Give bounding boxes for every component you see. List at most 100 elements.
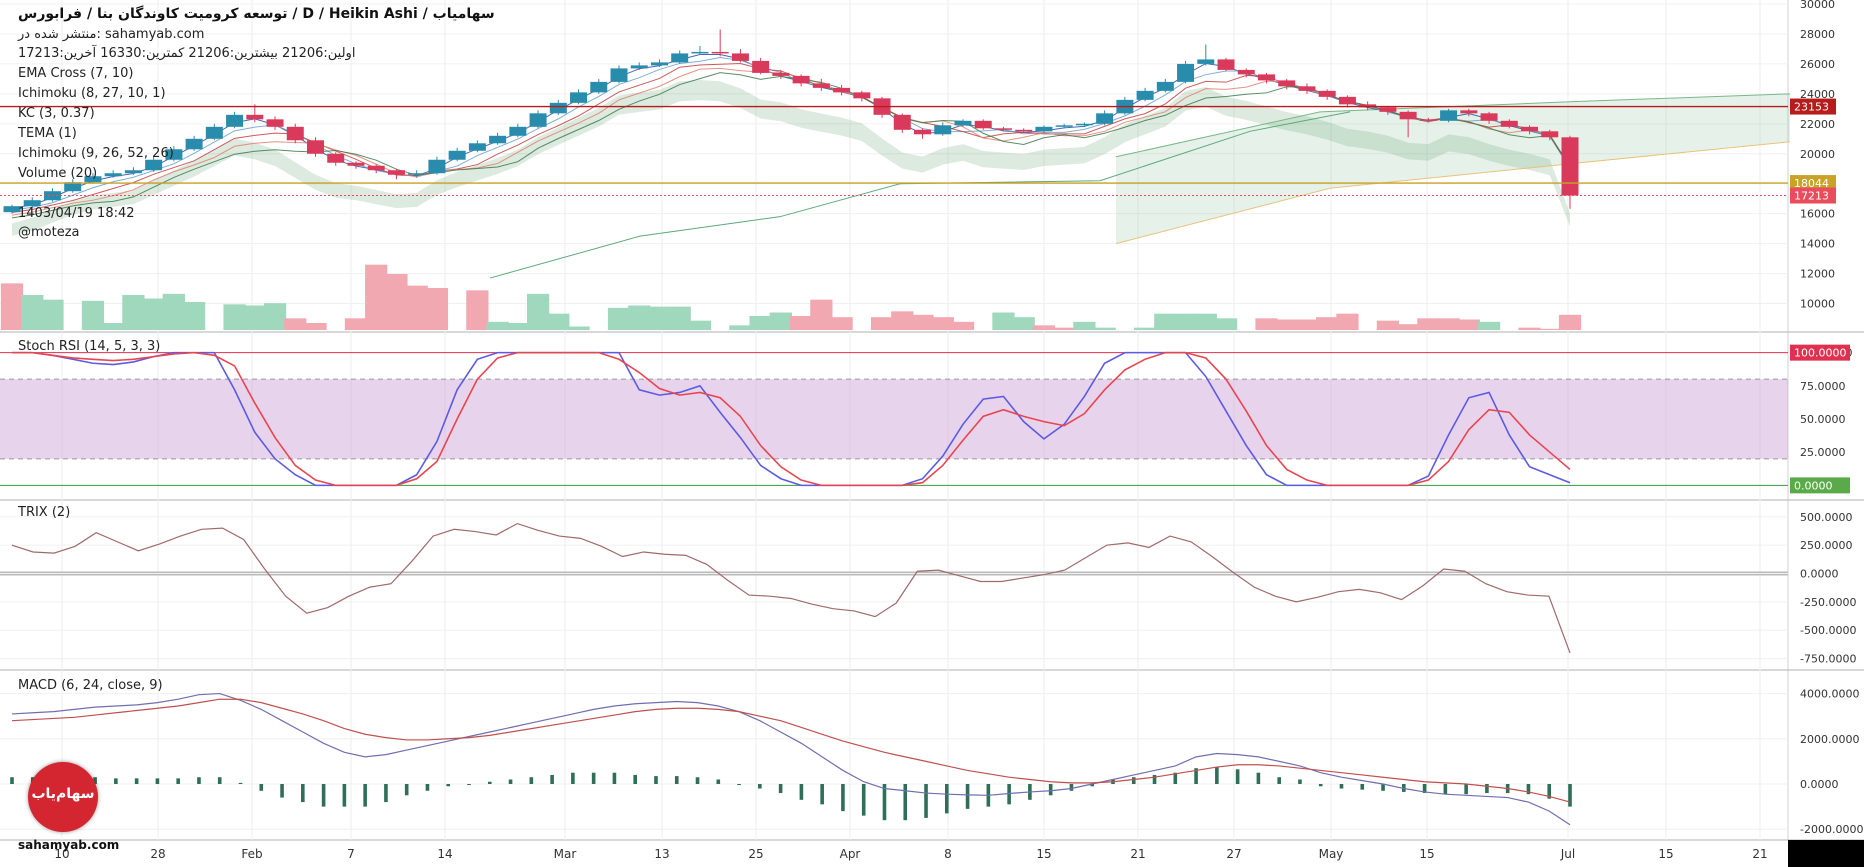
candle-body [1419, 119, 1437, 121]
macd-histogram-bar [1443, 784, 1448, 795]
price-tick-label: 22000 [1800, 118, 1835, 131]
candle-body [448, 150, 466, 160]
x-tick-label: 15 [1419, 847, 1434, 861]
macd-tick-label: -2000.0000 [1800, 823, 1863, 836]
candle-body [731, 53, 749, 61]
x-tick-label: 21 [1130, 847, 1145, 861]
trix-tick-label: -500.0000 [1800, 624, 1856, 637]
macd-histogram-bar [820, 784, 824, 805]
candle-body [1257, 74, 1275, 81]
candle-body [1136, 90, 1154, 100]
macd-histogram-bar [654, 776, 658, 784]
trix-title[interactable]: TRIX (2) [18, 505, 71, 520]
macd-histogram-bar [924, 784, 928, 818]
macd-histogram-bar [1339, 784, 1344, 789]
candle-body [246, 114, 264, 120]
volume-bar [223, 304, 246, 330]
x-tick-label: 14 [437, 847, 452, 861]
macd-histogram-bar [633, 774, 637, 784]
sahamyab-logo[interactable]: سهام‌یاب [28, 762, 98, 832]
macd-histogram-bar [134, 778, 139, 784]
x-tick-label: Mar [554, 847, 577, 861]
candle-body [1359, 104, 1377, 108]
logo-text: سهام‌یاب [31, 786, 95, 802]
indicator-tema[interactable]: TEMA (1) [18, 126, 77, 141]
macd-histogram-bar [1277, 777, 1281, 784]
candle-body [974, 120, 992, 129]
candle-body [792, 75, 810, 84]
macd-histogram-bar [861, 784, 866, 816]
candle-body [64, 182, 82, 192]
stoch-tick-label: 25.0000 [1800, 446, 1846, 459]
volume-bar [284, 318, 307, 330]
volume-bar [1275, 319, 1298, 330]
candle-body [1440, 110, 1458, 121]
site-footer[interactable]: sahamyab.com [18, 838, 120, 852]
volume-bar [526, 293, 550, 330]
x-tick-label: 15 [1658, 847, 1673, 861]
price-tick-label: 26000 [1800, 58, 1835, 71]
candle-body [1521, 126, 1539, 132]
stoch-tick-label: 50.0000 [1800, 413, 1846, 426]
indicator-ema-cross[interactable]: EMA Cross (7, 10) [18, 66, 134, 81]
candle-body [994, 128, 1012, 130]
macd-histogram-bar [446, 784, 451, 787]
macd-histogram-bar [674, 776, 679, 784]
indicator-volume[interactable]: Volume (20) [18, 166, 98, 181]
indicator-ichimoku-long[interactable]: Ichimoku (9, 26, 52, 26) [18, 146, 174, 161]
volume-bar [729, 325, 752, 330]
volume-bar [1518, 327, 1541, 330]
candle-body [23, 200, 41, 207]
candle-body [1480, 113, 1498, 121]
candle-body [711, 51, 729, 54]
stoch-value-box [1790, 344, 1850, 361]
candle-body [914, 129, 932, 135]
volume-bar [102, 323, 125, 330]
candle-body [1561, 137, 1579, 196]
volume-bar [263, 303, 287, 330]
candle-body [1500, 120, 1518, 127]
indicator-kc[interactable]: KC (3, 0.37) [18, 106, 95, 121]
macd-histogram-bar [758, 784, 762, 789]
macd-histogram-bar [1007, 784, 1011, 805]
candle-body [1197, 59, 1215, 64]
price-tick-label: 24000 [1800, 88, 1835, 101]
macd-histogram-bar [1360, 784, 1365, 790]
volume-bar [1133, 327, 1157, 330]
volume-bar [1316, 317, 1339, 330]
stoch-tick-label: 75.0000 [1800, 380, 1846, 393]
macd-title[interactable]: MACD (6, 24, close, 9) [18, 678, 163, 693]
candle-body [226, 114, 244, 127]
candle-body [165, 149, 183, 160]
macd-histogram-bar [695, 777, 700, 784]
macd-histogram-bar [778, 784, 783, 794]
candle-body [286, 126, 304, 141]
stoch-rsi-title[interactable]: Stoch RSI (14, 5, 3, 3) [18, 339, 161, 354]
indicator-ichimoku-short[interactable]: Ichimoku (8, 27, 10, 1) [18, 86, 166, 101]
macd-tick-label: 4000.0000 [1800, 688, 1860, 701]
volume-bar [1336, 313, 1359, 330]
macd-histogram-bar [841, 784, 845, 812]
stoch-value-box [1790, 477, 1850, 494]
price-tick-label: 30000 [1800, 0, 1835, 11]
price-label-box [1790, 187, 1836, 204]
candle-body [1278, 80, 1296, 87]
volume-bar [21, 295, 44, 330]
macd-histogram-bar [1194, 768, 1198, 784]
candle-body [104, 173, 122, 177]
macd-histogram-bar [259, 784, 264, 791]
candle-body [691, 51, 709, 54]
macd-histogram-bar [1069, 784, 1074, 791]
macd-histogram-bar [404, 784, 409, 796]
macd-histogram-bar [965, 784, 970, 809]
x-tick-label: 15 [1036, 847, 1051, 861]
candle-body [570, 92, 588, 103]
volume-bar [1174, 313, 1197, 330]
candle-body [954, 120, 972, 126]
x-tick-label: 21 [1752, 847, 1767, 861]
x-tick-label: Jul [1560, 847, 1575, 861]
macd-histogram-bar [10, 777, 14, 784]
macd-histogram-bar [1235, 769, 1240, 784]
candle-body [205, 126, 223, 139]
